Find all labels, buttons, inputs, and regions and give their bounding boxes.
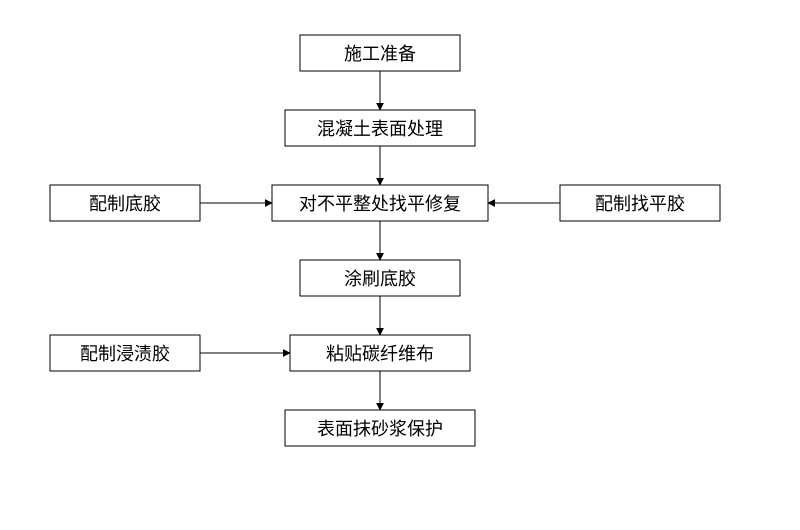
flow-node-n5: 粘贴碳纤维布 — [290, 335, 470, 371]
flow-node-label: 配制找平胶 — [595, 194, 685, 214]
flow-node-s3: 配制浸渍胶 — [50, 335, 200, 371]
flow-node-label: 配制底胶 — [89, 194, 161, 214]
flow-node-s1: 配制底胶 — [50, 185, 200, 221]
flowchart-canvas: 施工准备混凝土表面处理对不平整处找平修复涂刷底胶粘贴碳纤维布表面抹砂浆保护 配制底… — [0, 0, 800, 530]
flow-node-label: 施工准备 — [344, 44, 416, 64]
flow-node-label: 对不平整处找平修复 — [299, 194, 461, 214]
flow-node-label: 粘贴碳纤维布 — [326, 344, 434, 364]
flow-node-n2: 混凝土表面处理 — [285, 110, 475, 146]
flow-node-n4: 涂刷底胶 — [300, 260, 460, 296]
flow-node-label: 表面抹砂浆保护 — [317, 419, 443, 439]
flow-node-label: 混凝土表面处理 — [317, 119, 443, 139]
flow-node-s2: 配制找平胶 — [560, 185, 720, 221]
flow-node-n6: 表面抹砂浆保护 — [285, 410, 475, 446]
flow-node-label: 涂刷底胶 — [344, 269, 416, 289]
flow-node-label: 配制浸渍胶 — [80, 344, 170, 364]
flow-node-n3: 对不平整处找平修复 — [272, 185, 488, 221]
flow-node-n1: 施工准备 — [300, 35, 460, 71]
